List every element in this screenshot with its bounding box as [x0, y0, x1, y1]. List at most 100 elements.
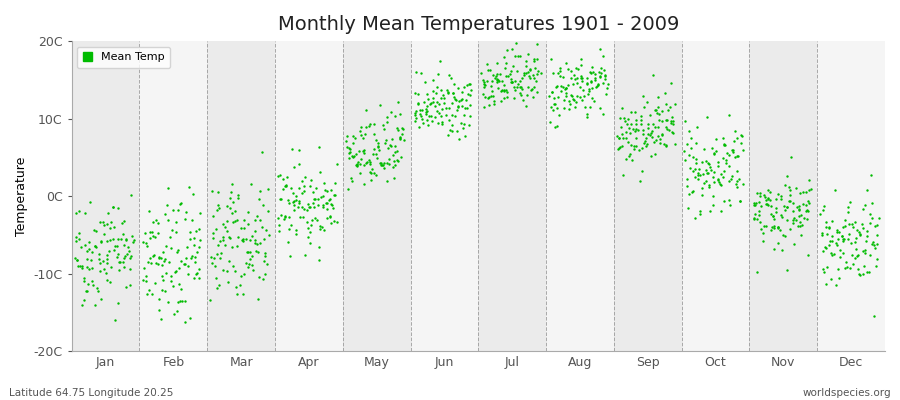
Point	[759, 201, 773, 207]
Point	[816, 248, 831, 254]
Point	[491, 84, 505, 91]
Point	[190, 249, 204, 256]
Point	[446, 94, 461, 100]
Point	[346, 133, 360, 139]
Point	[75, 263, 89, 269]
Point	[765, 224, 779, 230]
Point	[225, 210, 239, 216]
Point	[734, 140, 748, 146]
Point	[800, 198, 814, 204]
Point	[559, 90, 573, 96]
Point	[748, 201, 762, 208]
Point	[450, 106, 464, 113]
Point	[716, 135, 731, 142]
Point	[418, 79, 432, 85]
Point	[438, 111, 453, 118]
Point	[563, 92, 578, 98]
Point	[160, 202, 175, 208]
Point	[693, 208, 707, 214]
Point	[86, 226, 101, 233]
Point	[375, 162, 390, 168]
Point	[140, 240, 154, 246]
Point	[837, 236, 851, 242]
Point	[87, 243, 102, 249]
Point	[107, 247, 122, 253]
Point	[513, 53, 527, 59]
Point	[307, 203, 321, 210]
Point	[547, 123, 562, 130]
Point	[630, 127, 644, 133]
Point	[621, 138, 635, 145]
Point	[659, 116, 673, 123]
Point	[75, 302, 89, 308]
Point	[436, 100, 451, 107]
Point	[710, 177, 724, 184]
Point	[353, 161, 367, 167]
Point	[853, 232, 868, 238]
Point	[123, 253, 138, 260]
Point	[565, 81, 580, 87]
Point	[867, 313, 881, 319]
Point	[273, 195, 287, 202]
Point	[375, 162, 390, 168]
Point	[435, 106, 449, 112]
Bar	[479, 41, 546, 351]
Point	[792, 203, 806, 210]
Point	[380, 118, 394, 125]
Point	[665, 120, 680, 127]
Point	[865, 241, 879, 247]
Point	[452, 136, 466, 143]
Point	[632, 146, 646, 153]
Point	[220, 268, 234, 274]
Point	[310, 216, 324, 223]
Point	[409, 115, 423, 121]
Point	[296, 214, 310, 220]
Point	[659, 142, 673, 149]
Point	[387, 143, 401, 150]
Point	[122, 282, 137, 289]
Point	[623, 151, 637, 157]
Point	[142, 234, 157, 241]
Point	[204, 260, 219, 266]
Point	[747, 200, 761, 206]
Point	[858, 250, 872, 256]
Point	[830, 228, 844, 235]
Point	[382, 156, 396, 162]
Point	[477, 81, 491, 88]
Legend: Mean Temp: Mean Temp	[77, 47, 170, 68]
Point	[206, 235, 220, 242]
Point	[583, 78, 598, 84]
Point	[420, 96, 435, 102]
Point	[669, 101, 683, 107]
Point	[442, 72, 456, 78]
Point	[766, 212, 780, 219]
Point	[573, 62, 588, 68]
Point	[68, 255, 82, 261]
Point	[518, 57, 533, 64]
Point	[598, 76, 612, 82]
Point	[634, 112, 648, 119]
Point	[316, 202, 330, 208]
Point	[226, 219, 240, 225]
Point	[639, 143, 653, 150]
Point	[381, 145, 395, 151]
Point	[801, 207, 815, 214]
Point	[794, 212, 808, 218]
Point	[590, 83, 605, 90]
Point	[786, 220, 800, 226]
Point	[149, 260, 164, 267]
Point	[324, 200, 338, 207]
Point	[634, 145, 649, 151]
Point	[505, 63, 519, 69]
Point	[450, 102, 464, 109]
Point	[562, 98, 576, 105]
Point	[395, 131, 410, 137]
Point	[213, 254, 228, 261]
Point	[842, 199, 857, 206]
Point	[784, 154, 798, 160]
Point	[304, 222, 319, 228]
Point	[210, 285, 224, 291]
Point	[522, 73, 536, 79]
Point	[179, 255, 194, 261]
Point	[346, 154, 361, 160]
